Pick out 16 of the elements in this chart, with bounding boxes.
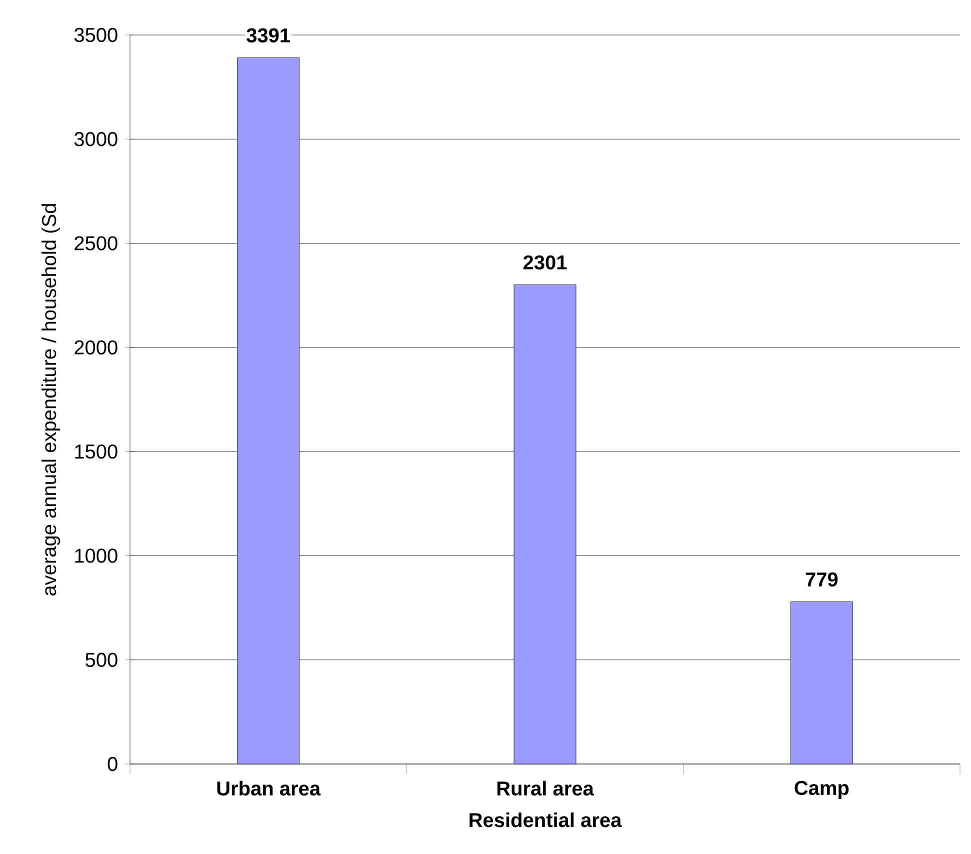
x-tick-label: Urban area [217,780,321,796]
y-axis-title: average annual expenditure / household (Sd [41,204,60,596]
y-tick-label: 3000 [74,132,118,146]
y-tick-label: 1500 [75,444,118,459]
y-tick-label: 1000 [75,548,118,563]
y-tick-label: 2000 [74,340,118,355]
x-tick-label: Rural area [497,780,594,796]
x-axis-title: Residential area [470,812,622,828]
y-tick-label: 3500 [74,28,118,42]
data-label: 2301 [523,255,567,270]
y-tick-label: 0 [108,756,118,772]
x-tick-label: Camp [794,780,849,799]
data-label: 3391 [246,28,290,42]
y-tick-label: 2500 [74,236,118,250]
data-label: 779 [806,572,838,587]
y-tick-label: 500 [86,652,118,667]
